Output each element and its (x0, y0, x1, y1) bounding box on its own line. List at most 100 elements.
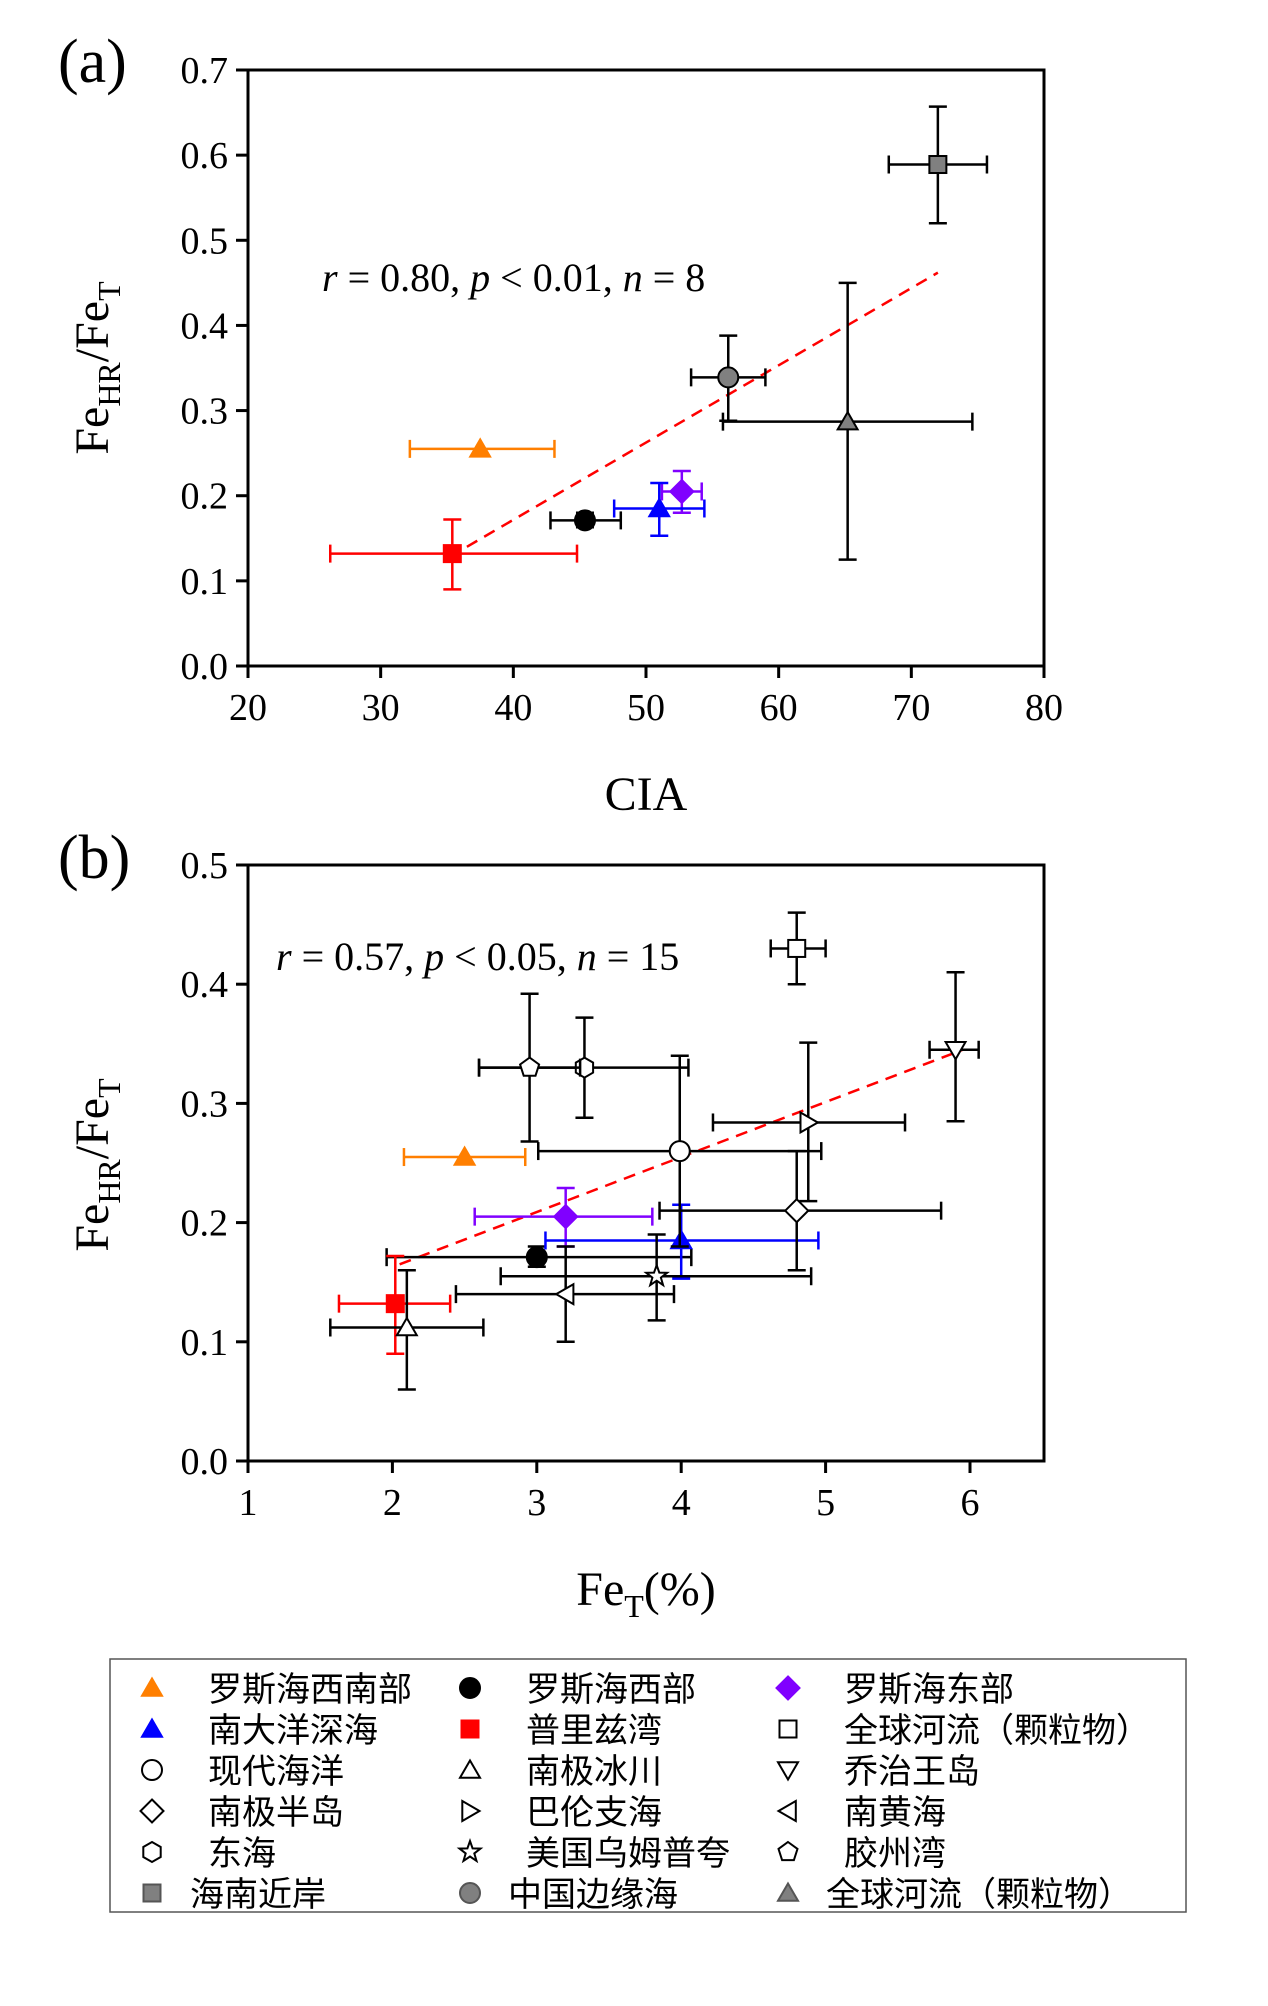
legend-marker-triangle-up (458, 1758, 482, 1779)
legend-marker-star (456, 1837, 484, 1864)
data-point (669, 1229, 693, 1250)
data-point (525, 1246, 548, 1269)
x-tick-label: 80 (1025, 687, 1063, 729)
legend-marker-square (142, 1883, 162, 1903)
y-tick-label: 0.3 (181, 1083, 229, 1125)
x-tick-label: 70 (892, 687, 930, 729)
legend-item: 罗斯海西南部 (140, 1670, 412, 1710)
legend-item: 南极冰川 (458, 1752, 662, 1792)
series-罗斯海东部 (660, 469, 703, 514)
x-tick-label: 50 (627, 687, 665, 729)
legend-label: 乔治王岛 (844, 1752, 980, 1792)
y-axis-title-b: FeHR/FeT (66, 1078, 127, 1252)
legend-label: 南极冰川 (526, 1752, 662, 1792)
legend-marker-square (778, 1719, 798, 1739)
legend-marker-circle (141, 1759, 163, 1781)
series-罗斯海西南部 (402, 1145, 527, 1167)
legend-label: 胶州湾 (844, 1834, 946, 1874)
legend-marker-triangle-up (140, 1676, 164, 1697)
data-point (783, 1197, 810, 1224)
data-point (518, 1056, 541, 1077)
legend-item: 全球河流（颗粒物） (778, 1711, 1150, 1751)
x-axis-title-a: CIA (605, 768, 688, 821)
data-point (643, 1262, 670, 1288)
series-全球河流（颗粒物） (769, 911, 827, 986)
series-罗斯海西部 (385, 1245, 693, 1269)
series-胶州湾 (477, 992, 582, 1143)
legend-item: 胶州湾 (777, 1834, 946, 1874)
trend-line (466, 271, 939, 548)
legend-label: 南极半岛 (208, 1793, 344, 1833)
legend-marker-circle (459, 1677, 481, 1699)
series-现代海洋 (536, 1054, 823, 1248)
legend-label: 南大洋深海 (208, 1711, 378, 1751)
legend-item: 东海 (142, 1834, 276, 1874)
x-tick-label: 5 (816, 1482, 835, 1524)
series-南黄海 (454, 1245, 676, 1344)
data-point (799, 1110, 820, 1135)
series-美国乌姆普夸 (499, 1233, 813, 1322)
plot-b: 1 2 3 4 5 6 0.0 0.1 0.2 0.3 0.4 0.5 (181, 845, 1046, 1524)
legend-item: 南黄海 (776, 1793, 946, 1833)
data-point (787, 938, 807, 958)
legend-item: 罗斯海西部 (459, 1670, 696, 1710)
data-point (668, 478, 695, 505)
panel-label-a: (a) (58, 28, 127, 96)
series-南大洋深海 (612, 481, 706, 537)
legend-item: 乔治王岛 (776, 1752, 980, 1792)
x-tick-label: 2 (383, 1482, 402, 1524)
data-point (928, 155, 948, 175)
data-point (552, 1203, 579, 1230)
x-tick-label: 1 (239, 1482, 258, 1524)
legend-item: 海南近岸 (142, 1875, 326, 1915)
x-tick-label: 4 (672, 1482, 691, 1524)
x-tick-label: 60 (760, 687, 798, 729)
x-tick-label: 6 (961, 1482, 980, 1524)
y-tick-label: 0.3 (181, 391, 229, 433)
series-巴伦支海 (711, 1041, 907, 1203)
legend-marker-triangle-right (461, 1799, 482, 1823)
annotation-a: r = 0.80, p < 0.01, n = 8 (322, 255, 705, 300)
legend-marker-diamond (139, 1798, 165, 1824)
legend-marker-triangle-up (140, 1717, 164, 1738)
legend-label: 海南近岸 (190, 1875, 326, 1915)
series-罗斯海西部 (549, 509, 623, 532)
legend-marker-pentagon (777, 1840, 799, 1862)
legend-label: 东海 (208, 1834, 276, 1874)
series-南极冰川 (329, 1269, 485, 1391)
legend-item: 现代海洋 (141, 1752, 344, 1792)
legend-box (109, 1658, 1187, 1913)
legend-item: 中国边缘海 (459, 1875, 678, 1915)
y-tick-label: 0.0 (181, 646, 229, 688)
legend-marker-triangle-down (776, 1761, 800, 1782)
y-tick-label: 0.1 (181, 561, 229, 603)
data-point (835, 410, 860, 431)
y-tick-label: 0.6 (181, 135, 229, 177)
plot-frame (246, 68, 1046, 668)
data-point (442, 544, 462, 564)
y-tick-label: 0.1 (181, 1322, 229, 1364)
data-point (452, 1145, 477, 1166)
series-罗斯海西南部 (408, 437, 556, 458)
legend-item: 普里兹湾 (460, 1711, 662, 1751)
legend-item: 全球河流（颗粒物） (776, 1875, 1132, 1915)
data-point (395, 1316, 419, 1337)
panel-label-b: (b) (58, 824, 130, 892)
data-point (554, 1282, 575, 1306)
series-普里兹湾 (329, 518, 579, 591)
legend-item: 南大洋深海 (140, 1711, 378, 1751)
y-tick-label: 0.2 (181, 1203, 229, 1245)
series-全球河流（颗粒物） (721, 281, 974, 561)
legend-marker-square (460, 1719, 480, 1739)
x-axis-title-b: FeT(%) (576, 1563, 716, 1624)
x-tick-label: 3 (527, 1482, 546, 1524)
data-point (717, 366, 740, 389)
y-tick-label: 0.5 (181, 845, 229, 887)
legend-label: 全球河流（颗粒物） (844, 1711, 1150, 1751)
x-tick-label: 30 (362, 687, 400, 729)
legend-item: 南极半岛 (139, 1793, 344, 1833)
plot-frame (246, 863, 1046, 1463)
y-tick-label: 0.0 (181, 1441, 229, 1483)
